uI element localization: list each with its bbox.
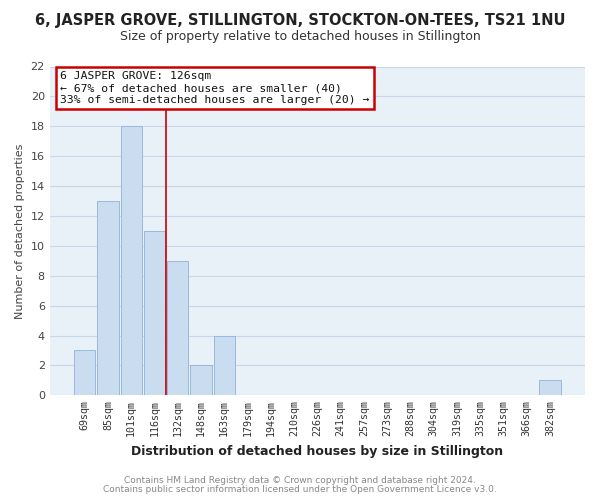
Bar bbox=[144, 231, 165, 396]
Bar bbox=[97, 201, 119, 396]
Text: 6, JASPER GROVE, STILLINGTON, STOCKTON-ON-TEES, TS21 1NU: 6, JASPER GROVE, STILLINGTON, STOCKTON-O… bbox=[35, 12, 565, 28]
Text: Contains HM Land Registry data © Crown copyright and database right 2024.: Contains HM Land Registry data © Crown c… bbox=[124, 476, 476, 485]
Text: 6 JASPER GROVE: 126sqm
← 67% of detached houses are smaller (40)
33% of semi-det: 6 JASPER GROVE: 126sqm ← 67% of detached… bbox=[61, 72, 370, 104]
Bar bbox=[74, 350, 95, 396]
Bar bbox=[121, 126, 142, 396]
Text: Contains public sector information licensed under the Open Government Licence v3: Contains public sector information licen… bbox=[103, 485, 497, 494]
Bar bbox=[190, 366, 212, 396]
Bar bbox=[167, 261, 188, 396]
Text: Size of property relative to detached houses in Stillington: Size of property relative to detached ho… bbox=[119, 30, 481, 43]
Bar bbox=[539, 380, 560, 396]
Y-axis label: Number of detached properties: Number of detached properties bbox=[15, 143, 25, 318]
Bar bbox=[214, 336, 235, 396]
X-axis label: Distribution of detached houses by size in Stillington: Distribution of detached houses by size … bbox=[131, 444, 503, 458]
